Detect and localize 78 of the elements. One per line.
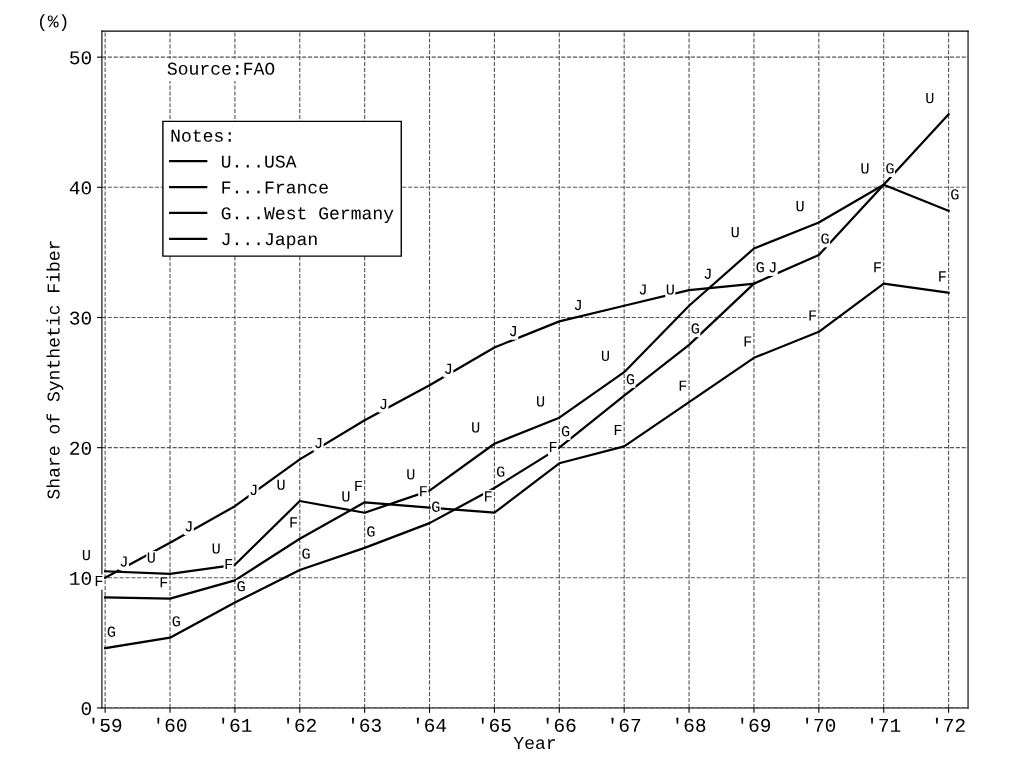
data-label: F [485,491,492,502]
data-label: U [666,284,674,295]
data-label: F [614,424,622,436]
data-label: G [367,526,375,537]
y-tick-label: 0 [81,702,91,716]
x-tick-label: '64 [416,717,447,732]
y-tick-label: 20 [70,441,91,455]
x-tick-label: '72 [935,717,965,732]
data-label: U [342,491,350,502]
y-tick-label: 40 [69,181,91,195]
data-label: J [574,300,581,311]
x-tick-label: '62 [287,717,316,732]
y-tick-label: 10 [70,571,91,586]
data-label: J [120,556,127,567]
legend-label: G...West Germany [221,207,394,223]
x-tick-label: '59 [92,717,122,732]
data-label: U [601,350,609,361]
data-label: U [407,469,415,480]
data-label: U [147,552,155,563]
data-label: F [809,310,817,321]
x-tick-label: '69 [741,717,771,732]
y-tick-label: 50 [70,51,91,65]
data-label: J [185,521,192,532]
x-tick-label: '66 [546,717,576,732]
data-label: U [537,396,545,407]
data-label: G [821,233,829,244]
data-label: G [626,374,635,385]
data-label: F [874,262,881,273]
data-label: J [380,398,387,410]
data-label: J [639,284,646,295]
data-label: J [769,262,776,273]
y-axis-title: Share of Synthetic Fiber [46,241,64,499]
legend-label: F...France [222,181,328,194]
x-tick-label: '63 [351,717,381,732]
data-label: U [472,422,480,433]
text: (%) [39,14,67,32]
data-label: G [886,163,894,174]
data-label: G [107,626,116,637]
x-tick-label: '61 [222,717,252,732]
legend-label: J...Japan [222,233,317,249]
x-tick-label: '71 [870,717,901,732]
data-label: F [290,517,298,528]
data-label: F [160,577,168,588]
data-label: U [212,543,220,554]
data-label: U [82,549,90,561]
data-label: F [744,336,752,347]
data-label: G [691,323,699,334]
x-tick-label: '65 [481,717,511,732]
x-tick-label: '70 [806,717,836,732]
data-label: G [496,466,505,477]
x-tick-label: '68 [676,717,706,732]
data-label: J [704,268,711,279]
data-label: G [561,426,570,437]
data-label: G [237,581,245,592]
annotation: Source:FAO [167,62,275,75]
data-label: J [445,363,452,374]
data-label: F [95,575,103,587]
data-label: J [509,326,516,337]
data-label: U [796,201,804,212]
data-label: U [277,479,285,490]
data-label: G [951,189,959,200]
x-tick-label: '60 [157,717,187,732]
data-label: U [926,93,934,104]
data-label: G [302,548,310,559]
data-label: F [939,271,946,282]
data-label: G [756,262,764,273]
y-tick-label: 30 [70,311,91,325]
data-label: G [172,616,180,627]
data-label: F [679,380,687,391]
data-label: U [731,227,739,238]
x-axis-title: Year [513,737,556,750]
data-label: U [861,163,869,174]
data-label: J [250,484,257,496]
legend-label: U...USA [221,155,297,168]
legend-title: Notes: [171,129,231,142]
data-label: J [315,437,322,449]
data-label: F [355,480,362,491]
x-tick-label: '67 [611,717,641,732]
